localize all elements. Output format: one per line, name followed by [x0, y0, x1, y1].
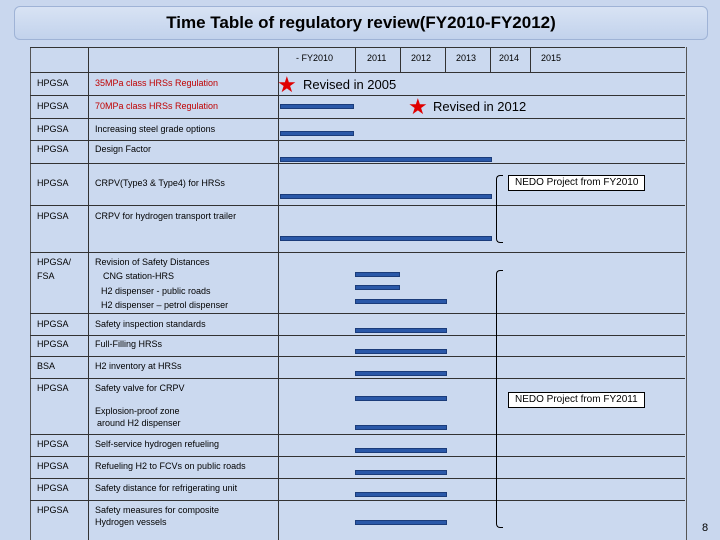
item-sublabel: around H2 dispenser [97, 418, 181, 428]
schedule-bar [280, 157, 492, 162]
item-sublabel: H2 dispenser – petrol dispenser [101, 300, 229, 310]
item-sublabel: H2 dispenser - public roads [101, 286, 211, 296]
bracket [496, 270, 503, 528]
org-label: HPGSA [37, 124, 69, 134]
schedule-bar [355, 299, 447, 304]
grid-line [30, 47, 685, 48]
item-label: Safety distance for refrigerating unit [95, 483, 238, 493]
org-label: HPGSA [37, 178, 69, 188]
item-label: 35MPa class HRSs Regulation [95, 78, 219, 88]
column-line [530, 47, 531, 72]
item-label: Safety measures for composite [95, 505, 220, 515]
item-label: Design Factor [95, 144, 152, 154]
schedule-bar [355, 425, 447, 430]
year-header: 2015 [541, 53, 562, 63]
item-label: Safety valve for CRPV [95, 383, 185, 393]
page-title: Time Table of regulatory review(FY2010-F… [14, 6, 708, 40]
nedo-2010-label: NEDO Project from FY2010 [508, 175, 646, 191]
schedule-bar [355, 328, 447, 333]
grid-line [30, 456, 685, 457]
revised-2012-note: Revised in 2012 [433, 99, 527, 114]
grid-line [30, 140, 685, 141]
grid-line [30, 163, 685, 164]
schedule-bar [280, 104, 354, 109]
schedule-bar [355, 285, 400, 290]
org-label: FSA [37, 271, 55, 281]
star-icon: ★ [277, 72, 297, 97]
timetable-sheet [30, 47, 687, 540]
schedule-bar [280, 131, 354, 136]
column-line [445, 47, 446, 72]
grid-line [30, 478, 685, 479]
org-label: HPGSA [37, 144, 69, 154]
item-label: CRPV for hydrogen transport trailer [95, 211, 237, 221]
year-header: 2011 [367, 53, 387, 63]
year-header: 2013 [456, 53, 477, 63]
column-line [355, 47, 356, 72]
schedule-bar [280, 236, 492, 241]
bracket [496, 175, 503, 243]
schedule-bar [355, 520, 447, 525]
nedo-2011-label: NEDO Project from FY2011 [508, 392, 645, 408]
revised-2005-note: Revised in 2005 [303, 77, 397, 92]
org-label: HPGSA [37, 101, 69, 111]
grid-line [30, 252, 685, 253]
grid-line [30, 72, 685, 73]
schedule-bar [355, 396, 447, 401]
item-label: Refueling H2 to FCVs on public roads [95, 461, 246, 471]
org-label: HPGSA/ [37, 257, 72, 267]
schedule-bar [355, 470, 447, 475]
year-header: 2014 [499, 53, 520, 63]
org-label: HPGSA [37, 339, 69, 349]
column-line [490, 47, 491, 72]
item-label: Increasing steel grade options [95, 124, 216, 134]
item-label: Safety inspection standards [95, 319, 206, 329]
item-label: H2 inventory at HRSs [95, 361, 182, 371]
column-line [88, 47, 89, 540]
grid-line [30, 335, 685, 336]
schedule-bar [355, 272, 400, 277]
grid-line [30, 118, 685, 119]
year-header: - FY2010 [296, 53, 334, 63]
grid-line [30, 356, 685, 357]
item-label: Explosion-proof zone [95, 406, 180, 416]
grid-line [30, 500, 685, 501]
item-sublabel: Hydrogen vessels [95, 517, 167, 527]
schedule-bar [280, 194, 492, 199]
year-header: 2012 [411, 53, 432, 63]
item-sublabel: CNG station-HRS [103, 271, 175, 281]
column-line [278, 47, 279, 540]
grid-line [30, 205, 685, 206]
org-label: HPGSA [37, 483, 69, 493]
schedule-bar [355, 448, 447, 453]
grid-line [30, 378, 685, 379]
page-number: 8 [702, 522, 709, 534]
org-label: HPGSA [37, 319, 69, 329]
grid-line [30, 313, 685, 314]
org-label: HPGSA [37, 383, 69, 393]
column-line [400, 47, 401, 72]
org-label: HPGSA [37, 78, 69, 88]
schedule-bar [355, 492, 447, 497]
grid-line [30, 95, 685, 96]
org-label: HPGSA [37, 211, 69, 221]
org-label: HPGSA [37, 461, 69, 471]
item-label: Self-service hydrogen refueling [95, 439, 220, 449]
star-icon: ★ [408, 94, 428, 119]
item-label: Full-Filling HRSs [95, 339, 163, 349]
org-label: HPGSA [37, 439, 69, 449]
org-label: HPGSA [37, 505, 69, 515]
item-label: 70MPa class HRSs Regulation [95, 101, 219, 111]
item-label: CRPV(Type3 & Type4) for HRSs [95, 178, 225, 188]
grid-line [30, 434, 685, 435]
schedule-bar [355, 371, 447, 376]
item-label: Revision of Safety Distances [95, 257, 210, 267]
org-label: BSA [37, 361, 56, 371]
schedule-bar [355, 349, 447, 354]
